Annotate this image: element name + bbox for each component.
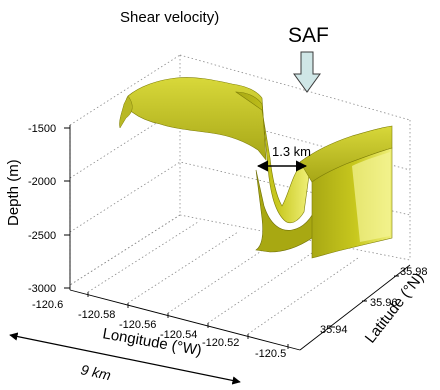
x-tick-4: -120.52 bbox=[202, 337, 239, 349]
y-tick-2: 35.98 bbox=[400, 266, 428, 278]
y-tick-0: 35.94 bbox=[320, 324, 348, 336]
x-tick-5: -120.5 bbox=[255, 348, 286, 360]
annotation-saf: SAF bbox=[288, 24, 329, 47]
x-tick-2: -120.56 bbox=[119, 319, 156, 331]
z-tick-1: -2000 bbox=[28, 176, 56, 188]
z-tick-2: -2500 bbox=[28, 230, 56, 242]
annotation-width: 9 km bbox=[79, 361, 112, 383]
z-tick-3: -3000 bbox=[28, 283, 56, 295]
x-tick-3: -120.54 bbox=[160, 329, 197, 341]
width-arrow bbox=[9, 332, 241, 385]
surface-back-shelf bbox=[125, 77, 267, 161]
x-tick-0: -120.6 bbox=[32, 299, 63, 311]
surface-west-bump bbox=[119, 95, 133, 129]
surface-highlight bbox=[352, 152, 390, 242]
velocity-surface bbox=[119, 77, 393, 259]
y-tick-1: 35.96 bbox=[370, 297, 398, 309]
annotation-gap: 1.3 km bbox=[272, 144, 311, 159]
z-tick-0: -1500 bbox=[28, 123, 56, 135]
chart-title: Shear velocity) bbox=[120, 9, 219, 26]
surface-drop-wall bbox=[235, 91, 311, 224]
z-axis-label: Depth (m) bbox=[5, 159, 22, 226]
axes bbox=[64, 125, 411, 351]
saf-arrow bbox=[293, 51, 321, 93]
x-tick-1: -120.58 bbox=[78, 309, 115, 321]
